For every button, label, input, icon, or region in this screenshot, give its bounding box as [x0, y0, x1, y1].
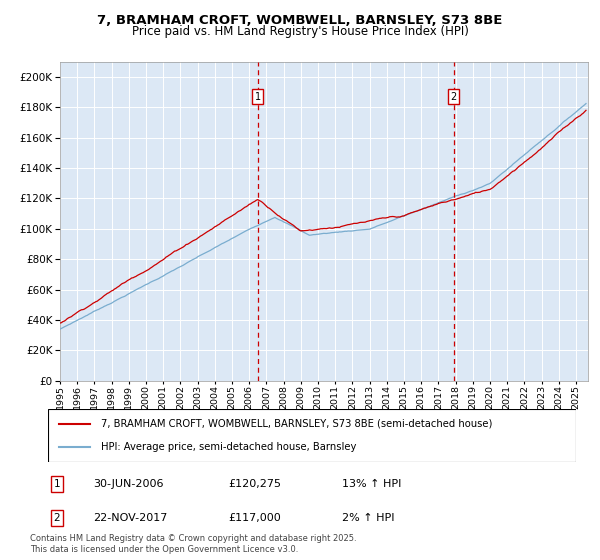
- Text: HPI: Average price, semi-detached house, Barnsley: HPI: Average price, semi-detached house,…: [101, 442, 356, 452]
- Text: 2% ↑ HPI: 2% ↑ HPI: [342, 513, 395, 523]
- Text: Price paid vs. HM Land Registry's House Price Index (HPI): Price paid vs. HM Land Registry's House …: [131, 25, 469, 38]
- Text: 13% ↑ HPI: 13% ↑ HPI: [342, 479, 401, 489]
- Text: 7, BRAMHAM CROFT, WOMBWELL, BARNSLEY, S73 8BE (semi-detached house): 7, BRAMHAM CROFT, WOMBWELL, BARNSLEY, S7…: [101, 419, 492, 429]
- Text: 30-JUN-2006: 30-JUN-2006: [93, 479, 163, 489]
- Text: 2: 2: [53, 513, 61, 523]
- Text: £117,000: £117,000: [228, 513, 281, 523]
- Text: 22-NOV-2017: 22-NOV-2017: [93, 513, 167, 523]
- Text: 2: 2: [451, 92, 457, 101]
- Text: 1: 1: [53, 479, 61, 489]
- Text: Contains HM Land Registry data © Crown copyright and database right 2025.: Contains HM Land Registry data © Crown c…: [30, 534, 356, 543]
- Text: 1: 1: [254, 92, 260, 101]
- Text: This data is licensed under the Open Government Licence v3.0.: This data is licensed under the Open Gov…: [30, 545, 298, 554]
- Text: £120,275: £120,275: [228, 479, 281, 489]
- Text: 7, BRAMHAM CROFT, WOMBWELL, BARNSLEY, S73 8BE: 7, BRAMHAM CROFT, WOMBWELL, BARNSLEY, S7…: [97, 14, 503, 27]
